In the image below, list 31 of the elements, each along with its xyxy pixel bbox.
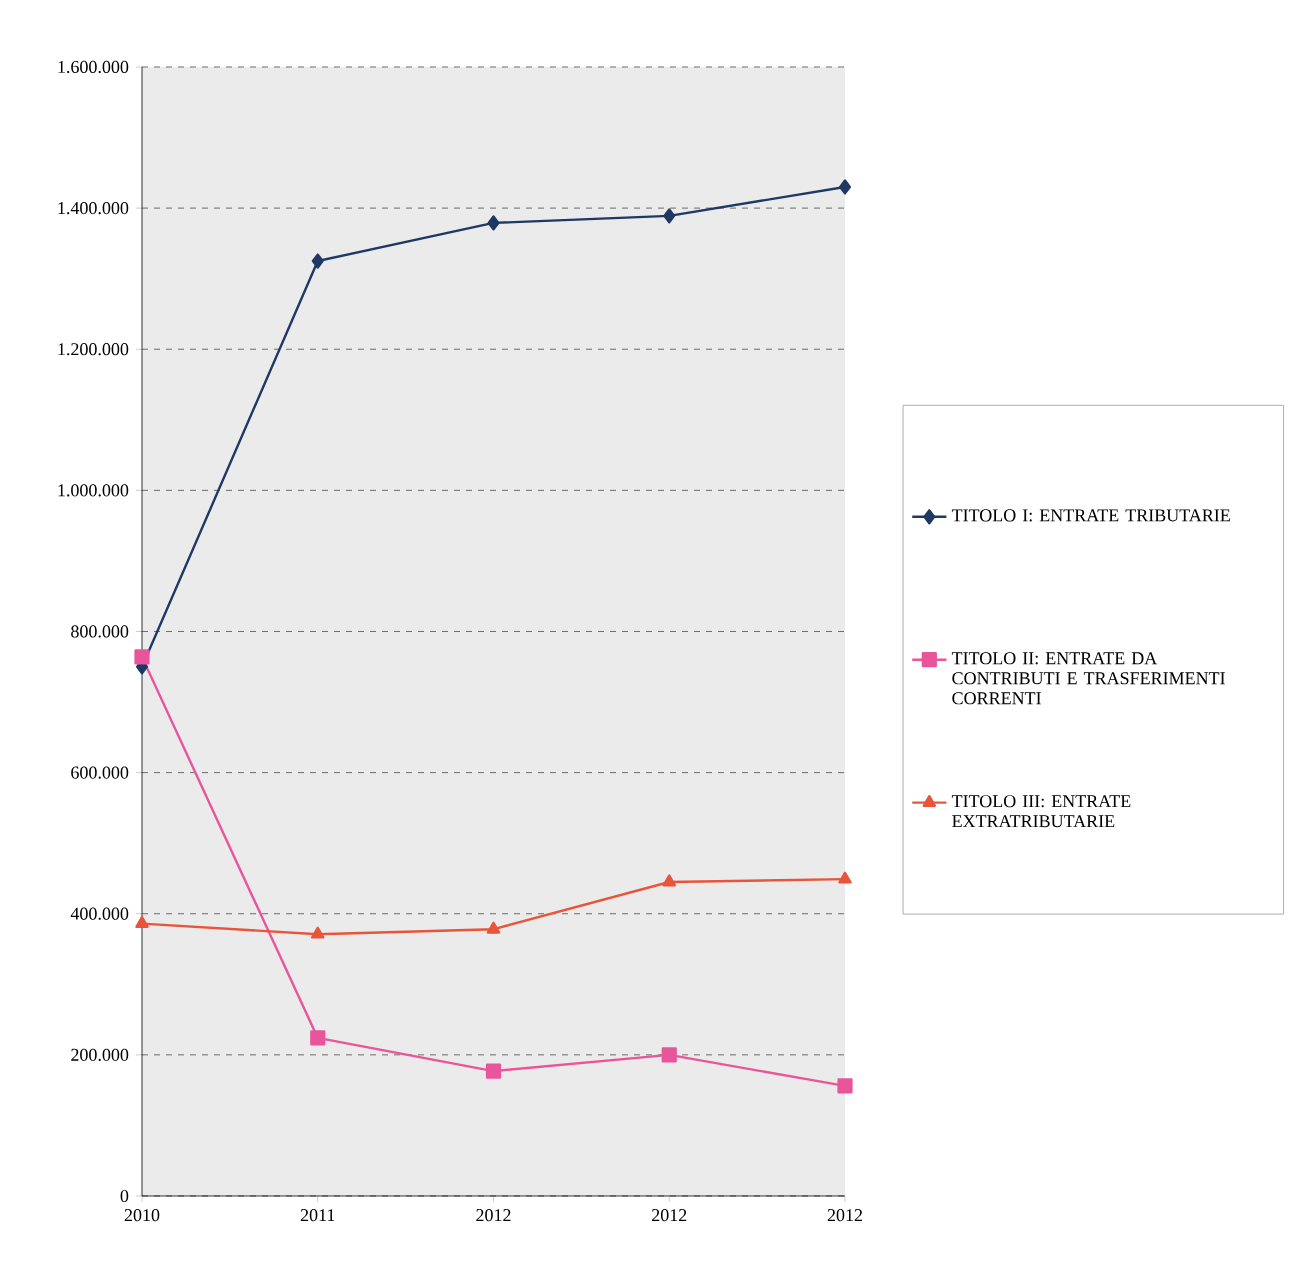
y-tick-label: 400.000 xyxy=(70,907,129,920)
y-tick-label: 200.000 xyxy=(71,1048,129,1061)
legend-label: TITOLO II: ENTRATE DA CONTRIBUTI E TRASFERIMENTI CORRENTI xyxy=(951,652,1225,705)
y-tick-label: 1.400.000 xyxy=(58,201,129,215)
y-tick-label: 800.000 xyxy=(71,625,129,638)
x-tick-label: 2011 xyxy=(300,1209,335,1222)
point xyxy=(134,649,150,665)
legend-label: TITOLO III: ENTRATE EXTRATRIBUTARIE xyxy=(951,795,1131,828)
point xyxy=(662,874,676,887)
point xyxy=(487,215,500,231)
point xyxy=(663,208,676,224)
point xyxy=(135,916,149,929)
point xyxy=(837,1078,853,1094)
x-tick-label: 2010 xyxy=(124,1209,160,1222)
x-tick-label: 2012 xyxy=(652,1209,687,1222)
x-tick-label: 2012 xyxy=(476,1209,511,1222)
y-tick-label: 1.600.000 xyxy=(58,60,129,74)
y-tick-label: 1.000.000 xyxy=(58,484,129,497)
y-tick-label: 600.000 xyxy=(71,766,129,779)
point xyxy=(838,871,852,884)
y-tick-label: 1.200.000 xyxy=(58,343,129,356)
x-tick-label: 2012 xyxy=(827,1209,862,1222)
point xyxy=(486,921,501,934)
point xyxy=(661,1047,677,1063)
point xyxy=(311,926,325,939)
point xyxy=(310,1030,326,1046)
legend-label: TITOLO I: ENTRATE TRIBUTARIE xyxy=(951,509,1230,522)
y-tick-label: 0 xyxy=(120,1189,129,1203)
point xyxy=(485,1063,502,1079)
point xyxy=(839,179,851,195)
point xyxy=(311,253,324,269)
